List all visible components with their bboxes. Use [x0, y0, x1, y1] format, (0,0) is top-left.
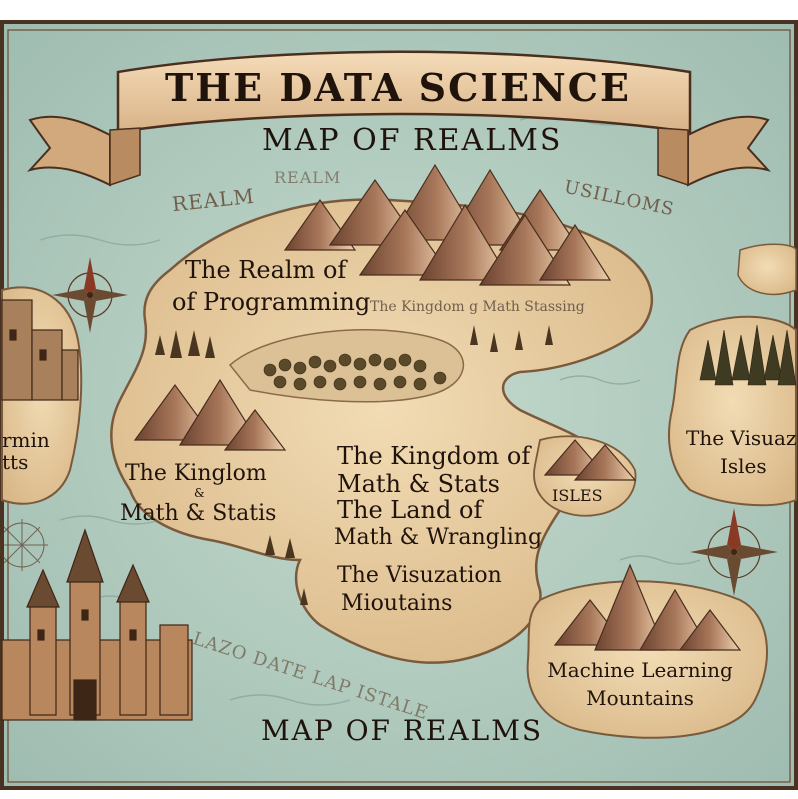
footer-title: MAP OF REALMS [260, 714, 544, 747]
map-subtitle: MAP OF REALMS [262, 123, 563, 158]
forest-icon [699, 324, 797, 386]
kinglom-label-line1: The Kinglom [125, 461, 267, 486]
left-edge-label-line1: rmin [2, 428, 50, 452]
kinglom-label-amp: & [194, 486, 205, 500]
center-label-line3: The Land of [337, 496, 483, 524]
center-label-line5: The Visuzation [337, 563, 502, 588]
forest-icon [155, 325, 553, 605]
realm-programming-label-line1: The Realm of [185, 256, 347, 284]
title-banner [26, 50, 772, 187]
realm-programming-label-line2: of Programming [172, 288, 371, 316]
center-label-line2: Math & Stats [337, 470, 500, 498]
mountain-icon [543, 439, 637, 481]
center-label-line6: Mioutains [341, 591, 453, 616]
castle-icon [1, 528, 193, 721]
visual-isles-island [668, 315, 797, 507]
center-label-line4: Math & Wrangling [334, 525, 543, 550]
mountain-icon [283, 163, 612, 286]
center-label-line1: The Kingdom of [337, 442, 531, 470]
compass-rose-icon [690, 508, 778, 596]
compass-rose-icon [0, 519, 48, 571]
castle-icon [1, 299, 79, 401]
ml-mountains-label-line1: Machine Learning [547, 658, 733, 682]
visual-isles-label-line2: Isles [720, 454, 767, 478]
forest-icon [263, 353, 447, 391]
compass-rose-icon [52, 257, 128, 333]
mountain-icon [133, 378, 287, 451]
mountain-icon [553, 563, 742, 651]
kinglom-label-line2: Math & Statis [120, 501, 277, 526]
realm-faded-label-2: REALM [274, 168, 342, 187]
isles-small-label: ISLES [552, 486, 603, 505]
visual-isles-label-line1: The Visuaz [686, 426, 797, 450]
main-continent [110, 198, 654, 664]
ml-mountains-label-line2: Mountains [586, 686, 694, 710]
map-title: THE DATA SCIENCE [164, 65, 631, 110]
left-edge-label-line2: tts [2, 450, 29, 474]
kingdom-math-small-label: The Kingdom g Math Stassing [370, 299, 585, 315]
